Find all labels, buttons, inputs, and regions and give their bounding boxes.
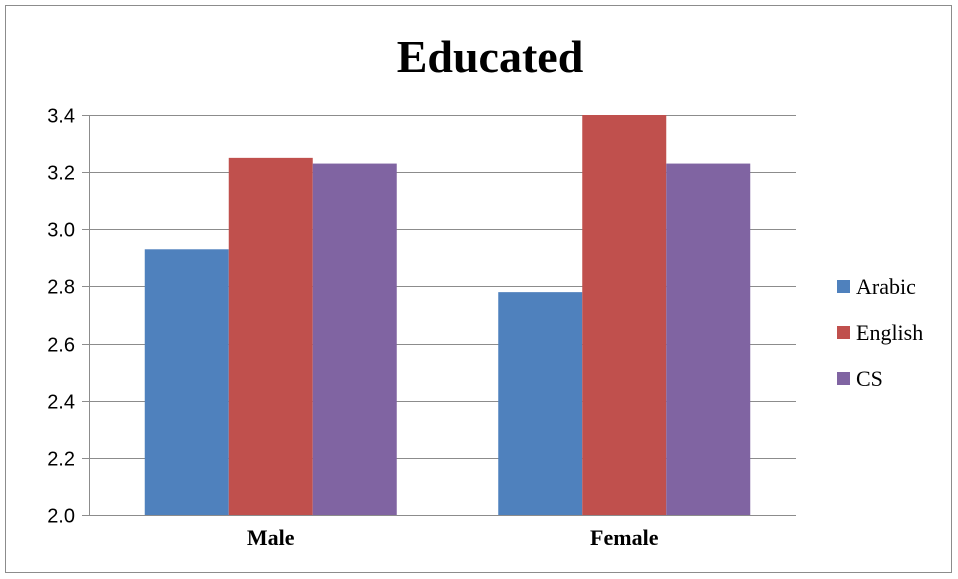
y-tick-label: 3.2	[47, 163, 75, 185]
legend: Arabic English CS	[837, 274, 923, 391]
axes	[89, 115, 796, 516]
legend-label-cs: CS	[856, 366, 883, 391]
y-tick-label: 2.0	[47, 506, 75, 528]
bar-english-female	[582, 115, 667, 515]
y-tick-label: 2.8	[47, 277, 75, 299]
legend-swatch-arabic	[837, 280, 850, 293]
chart-title: Educated	[397, 31, 584, 82]
y-tick-label: 3.0	[47, 220, 75, 242]
bar-english-male	[228, 157, 313, 515]
bar-arabic-male	[144, 249, 229, 516]
bar-cs-male	[312, 163, 397, 516]
bar-cs-female	[666, 163, 751, 516]
y-axis-tick-labels: 2.0 2.2 2.4 2.6 2.8 3.0 3.2 3.4	[47, 106, 75, 528]
x-axis-tick-labels: Male Female	[247, 525, 659, 550]
y-tick-label: 3.4	[47, 106, 75, 128]
y-tick-label: 2.6	[47, 335, 75, 357]
x-tick-label: Male	[247, 525, 295, 550]
y-tick-label: 2.2	[47, 449, 75, 471]
legend-label-english: English	[856, 320, 923, 345]
y-tick-label: 2.4	[47, 392, 75, 414]
legend-swatch-cs	[837, 372, 850, 385]
bars	[144, 115, 751, 516]
x-tick-label: Female	[590, 525, 659, 550]
legend-swatch-english	[837, 326, 850, 339]
bar-arabic-female	[498, 292, 583, 515]
legend-label-arabic: Arabic	[856, 274, 916, 299]
